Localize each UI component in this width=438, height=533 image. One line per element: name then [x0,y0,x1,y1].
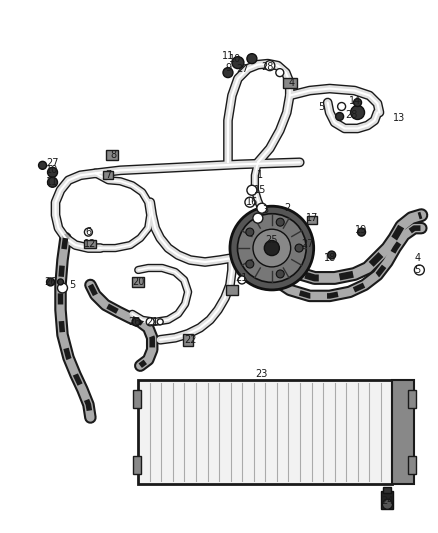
Circle shape [414,265,424,275]
Bar [85,240,96,248]
Bar [226,285,238,295]
Text: 4: 4 [289,78,295,87]
Text: 15: 15 [254,185,266,195]
Text: 20: 20 [132,277,145,287]
Circle shape [230,206,314,290]
Bar [408,390,417,408]
Text: 27: 27 [237,63,249,74]
Bar [133,390,141,408]
Text: 1: 1 [257,170,263,180]
Bar [103,171,113,179]
Circle shape [132,318,140,326]
Text: 3: 3 [263,205,269,215]
Circle shape [276,270,284,278]
Circle shape [237,214,306,282]
Text: 13: 13 [393,114,406,124]
Circle shape [39,161,46,169]
Circle shape [57,279,64,285]
Circle shape [146,318,154,326]
Text: 5: 5 [69,280,76,290]
Circle shape [247,185,257,195]
Circle shape [246,228,254,236]
Text: 21: 21 [146,317,159,327]
Bar [283,78,297,87]
Circle shape [223,68,233,78]
Text: 7: 7 [105,170,112,180]
Text: 25: 25 [265,235,278,245]
Circle shape [265,61,275,71]
Text: 26: 26 [128,317,141,327]
Text: 10: 10 [46,165,59,175]
Bar [106,150,118,160]
Bar [392,379,414,484]
Circle shape [336,112,343,120]
Circle shape [57,283,67,293]
Text: 12: 12 [84,239,97,249]
Circle shape [350,106,364,119]
Circle shape [328,251,336,259]
Text: 18: 18 [324,253,336,263]
Circle shape [246,260,254,268]
Text: 22: 22 [184,335,196,345]
Text: 14: 14 [350,95,362,106]
Text: 5: 5 [414,265,420,275]
Circle shape [85,228,92,236]
Text: 10: 10 [229,54,241,63]
Text: 24: 24 [381,496,394,506]
Text: 8: 8 [110,150,117,160]
Bar [408,456,417,474]
Bar [381,491,393,509]
Text: 4: 4 [414,253,420,263]
Text: 28: 28 [346,110,358,120]
Circle shape [157,319,163,325]
Circle shape [232,56,244,69]
Text: 16: 16 [246,197,258,207]
Circle shape [276,218,284,226]
Circle shape [238,276,246,284]
Text: 19: 19 [355,225,367,235]
Bar [183,334,193,346]
Text: 11: 11 [46,177,59,187]
Circle shape [357,228,366,236]
Circle shape [382,499,392,509]
Bar [307,216,317,224]
Circle shape [295,244,303,252]
Circle shape [245,197,255,207]
Circle shape [353,99,361,107]
Text: 6: 6 [85,227,92,237]
Text: 23: 23 [256,369,268,378]
Text: 17: 17 [306,213,318,223]
Bar [132,277,144,287]
Circle shape [253,213,263,223]
Text: 27: 27 [46,158,59,168]
Text: 9: 9 [225,63,231,72]
Bar [133,456,141,474]
Circle shape [264,240,279,256]
Text: 11: 11 [222,51,234,61]
Text: 28: 28 [261,62,274,71]
Text: 26: 26 [44,277,57,287]
Circle shape [247,54,257,63]
Circle shape [48,177,57,187]
Text: 5: 5 [318,101,325,111]
Circle shape [338,102,346,110]
Circle shape [48,167,57,177]
Bar [384,487,392,493]
Text: 27: 27 [301,239,314,249]
Circle shape [46,278,54,286]
Text: 2: 2 [285,203,291,213]
Circle shape [257,203,267,213]
Text: 21: 21 [236,273,248,283]
Circle shape [253,229,291,267]
Circle shape [276,69,284,77]
Bar [138,379,392,484]
